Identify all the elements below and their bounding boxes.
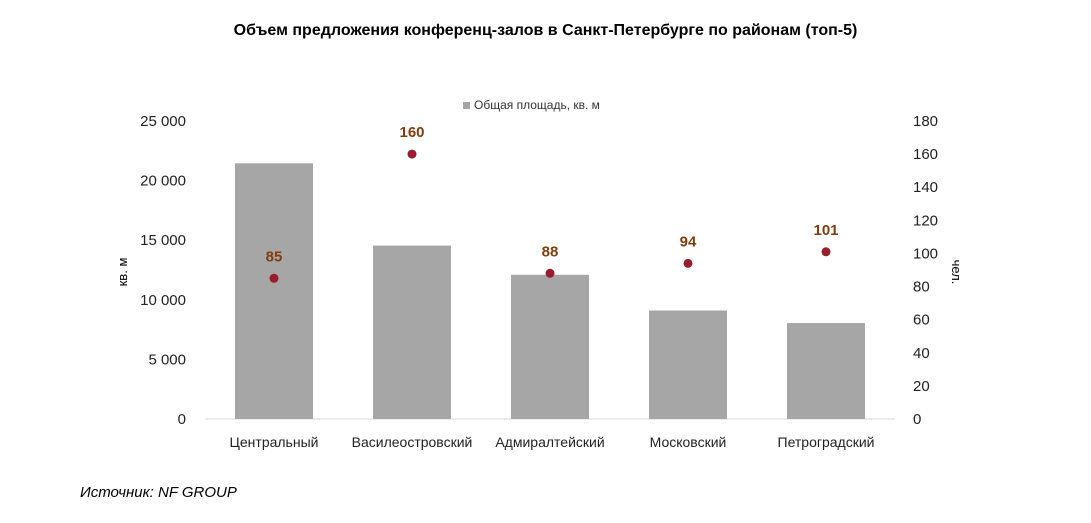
data-label: 94 <box>680 233 697 250</box>
legend-swatch <box>463 102 470 109</box>
chart-title: Объем предложения конференц-залов в Санк… <box>233 22 858 39</box>
y-axis-title: кв. м <box>115 258 130 287</box>
y-tick-label: 25 000 <box>140 113 186 130</box>
x-tick-label: Петроградский <box>778 434 875 450</box>
bar <box>235 163 313 419</box>
source-note: Источник: NF GROUP <box>80 484 237 501</box>
x-tick-label: Адмиралтейский <box>495 434 604 450</box>
y2-tick-label: 100 <box>913 245 938 262</box>
data-label: 101 <box>813 222 838 239</box>
y2-tick-label: 20 <box>913 378 930 395</box>
data-point <box>545 268 555 278</box>
data-point <box>683 258 693 268</box>
y2-tick-label: 60 <box>913 312 930 329</box>
legend-label: Общая площадь, кв. м <box>474 98 600 112</box>
y2-tick-label: 160 <box>913 146 938 163</box>
y-tick-label: 10 000 <box>140 292 186 309</box>
y2-tick-label: 140 <box>913 179 938 196</box>
y2-tick-label: 0 <box>913 411 921 428</box>
y2-tick-label: 120 <box>913 212 938 229</box>
x-tick-label: Центральный <box>230 434 319 450</box>
data-point <box>269 273 279 283</box>
data-label: 85 <box>266 248 283 265</box>
data-point <box>407 149 417 159</box>
bar <box>373 245 451 419</box>
data-label: 88 <box>542 243 559 260</box>
bar <box>787 323 865 419</box>
data-point <box>821 247 831 257</box>
y-tick-label: 0 <box>178 411 186 428</box>
y2-tick-label: 40 <box>913 345 930 362</box>
y-tick-label: 20 000 <box>140 173 186 190</box>
data-label: 160 <box>399 124 424 141</box>
y-tick-label: 5 000 <box>148 351 186 368</box>
y2-tick-label: 80 <box>913 279 930 296</box>
bar <box>649 310 727 419</box>
y2-axis-title: чел. <box>949 260 964 285</box>
x-tick-label: Василеостровский <box>352 434 473 450</box>
y-tick-label: 15 000 <box>140 232 186 249</box>
bar <box>511 274 589 419</box>
x-tick-label: Московский <box>650 434 727 450</box>
y2-tick-label: 180 <box>913 113 938 130</box>
